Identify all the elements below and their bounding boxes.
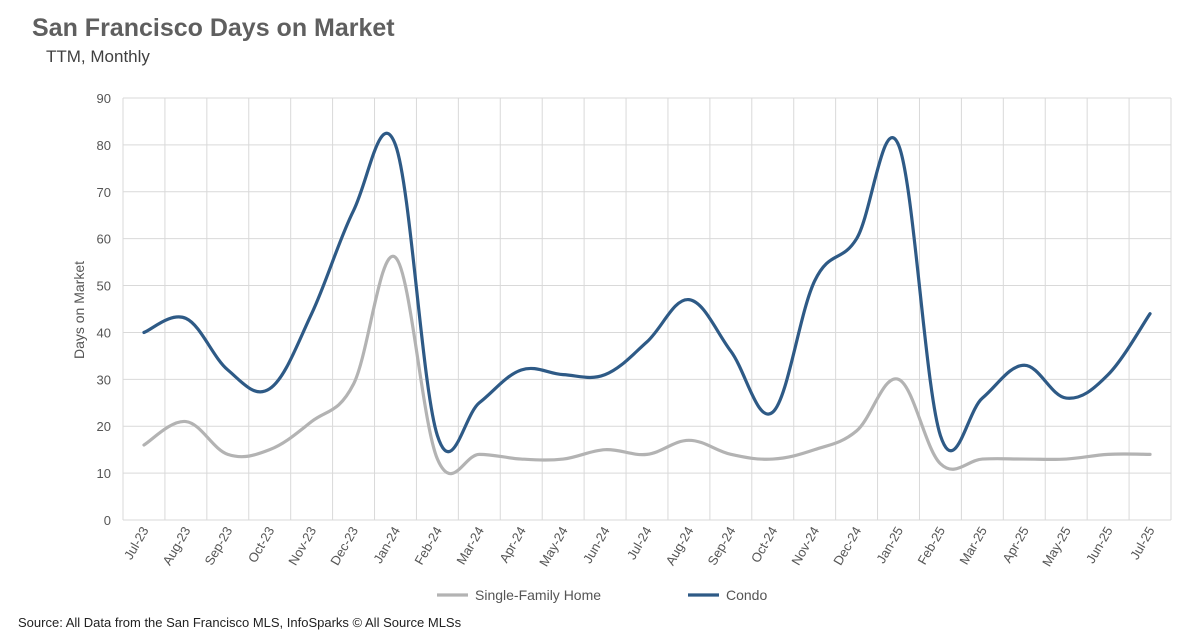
source-note: Source: All Data from the San Francisco … [18,615,462,630]
x-tick-label: Oct-24 [748,524,780,565]
x-tick-label: Jun-25 [1083,524,1116,566]
y-tick-label: 50 [97,279,111,294]
x-tick-label: Jul-23 [121,524,152,562]
x-tick-label: Sep-24 [704,524,738,568]
y-tick-label: 70 [97,185,111,200]
x-tick-label: Jul-24 [624,524,655,562]
x-tick-label: Nov-24 [788,524,822,568]
x-tick-label: Jul-25 [1127,524,1158,562]
y-tick-label: 30 [97,372,111,387]
y-tick-label: 20 [97,419,111,434]
x-tick-label: Aug-23 [160,524,194,568]
x-tick-label: Dec-23 [327,524,361,568]
x-tick-label: Apr-24 [496,524,529,565]
x-tick-label: Mar-25 [956,524,990,567]
x-tick-label: Sep-23 [201,524,235,568]
series-line-single-family-home [142,254,1152,476]
y-tick-label: 60 [97,232,111,247]
y-axis-label: Days on Market [71,261,87,359]
line-chart: 0 10 20 30 40 50 60 70 80 90 Jul-23 Aug-23 Sep-23 Oc… [71,91,1172,603]
y-tick-label: 90 [97,91,111,106]
x-tick-label: Aug-24 [663,524,697,568]
y-tick-label: 0 [104,513,111,528]
x-axis-ticks: Jul-23 Aug-23 Sep-23 Oct-23 Nov-23 Dec-23 Jan-… [121,524,1158,569]
y-tick-label: 40 [97,325,111,340]
legend-label-single-family-home: Single-Family Home [475,587,601,603]
chart-title: San Francisco Days on Market [32,14,395,42]
y-tick-label: 80 [97,138,111,153]
x-tick-label: Jun-24 [580,524,613,566]
series-lines [142,131,1152,476]
x-tick-label: Jan-24 [370,524,403,566]
x-tick-label: Feb-25 [914,524,948,567]
x-tick-label: May-25 [1039,524,1074,569]
x-tick-label: Feb-24 [411,524,445,567]
series-line-condo [142,131,1152,454]
legend-label-condo: Condo [726,587,767,603]
x-tick-label: May-24 [536,524,571,569]
legend: Single-Family Home Condo [437,587,767,603]
x-tick-label: Jan-25 [873,524,906,566]
x-tick-label: Nov-23 [285,524,319,568]
x-tick-label: Mar-24 [453,524,487,567]
chart-subtitle: TTM, Monthly [46,47,150,66]
y-axis-ticks: 0 10 20 30 40 50 60 70 80 90 [97,91,111,528]
x-tick-label: Oct-23 [245,524,277,565]
x-tick-label: Apr-25 [999,524,1032,565]
y-tick-label: 10 [97,466,111,481]
grid-lines [122,97,1172,521]
x-tick-label: Dec-24 [830,524,864,568]
